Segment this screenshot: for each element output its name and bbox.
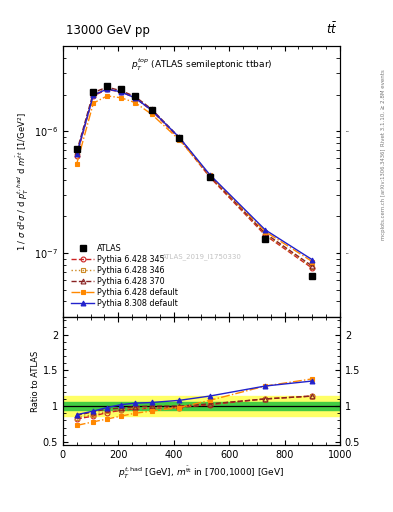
ATLAS: [263, 236, 268, 242]
Pythia 6.428 370: [263, 230, 268, 237]
Line: Pythia 6.428 370: Pythia 6.428 370: [74, 84, 315, 268]
Pythia 6.428 default: [149, 111, 154, 117]
Pythia 8.308 default: [74, 151, 79, 157]
Pythia 8.308 default: [208, 172, 212, 178]
Pythia 8.308 default: [177, 134, 182, 140]
Pythia 6.428 345: [149, 108, 154, 114]
Line: Pythia 8.308 default: Pythia 8.308 default: [74, 87, 315, 262]
Pythia 6.428 345: [177, 136, 182, 142]
Text: t$\bar{t}$: t$\bar{t}$: [325, 21, 337, 37]
Pythia 6.428 346: [208, 174, 212, 180]
Pythia 6.428 345: [119, 89, 123, 95]
Text: $p_T^{top}$ (ATLAS semileptonic ttbar): $p_T^{top}$ (ATLAS semileptonic ttbar): [130, 57, 272, 73]
Pythia 6.428 345: [74, 153, 79, 159]
Pythia 6.428 default: [74, 161, 79, 167]
Pythia 6.428 default: [310, 259, 314, 265]
Pythia 6.428 346: [149, 106, 154, 113]
Pythia 8.308 default: [310, 257, 314, 263]
ATLAS: [177, 135, 182, 141]
Pythia 6.428 370: [208, 173, 212, 179]
Pythia 6.428 346: [177, 135, 182, 141]
Bar: [63, 396, 340, 416]
Pythia 8.308 default: [91, 92, 96, 98]
Pythia 6.428 370: [310, 263, 314, 269]
Y-axis label: 1 / $\sigma$ d$^2\sigma$ / d $p_T^{t,had}$ d $m^{\bar{t}t}$ [1/GeV$^2$]: 1 / $\sigma$ d$^2\sigma$ / d $p_T^{t,had…: [15, 112, 31, 251]
Pythia 6.428 default: [91, 100, 96, 106]
Y-axis label: Ratio to ATLAS: Ratio to ATLAS: [31, 350, 40, 412]
Pythia 6.428 default: [119, 95, 123, 101]
Pythia 6.428 346: [263, 231, 268, 238]
ATLAS: [119, 87, 123, 93]
Pythia 6.428 370: [132, 93, 137, 99]
Pythia 6.428 default: [105, 93, 110, 99]
Pythia 6.428 default: [132, 99, 137, 105]
Pythia 6.428 345: [263, 232, 268, 238]
Pythia 6.428 370: [74, 148, 79, 155]
Text: mcplots.cern.ch [arXiv:1306.3436]: mcplots.cern.ch [arXiv:1306.3436]: [381, 149, 386, 240]
ATLAS: [132, 93, 137, 99]
Line: Pythia 6.428 345: Pythia 6.428 345: [74, 87, 315, 270]
ATLAS: [208, 174, 212, 180]
Pythia 6.428 370: [177, 134, 182, 140]
Pythia 6.428 345: [310, 265, 314, 271]
Line: ATLAS: ATLAS: [73, 83, 315, 279]
ATLAS: [310, 273, 314, 279]
Pythia 6.428 345: [105, 87, 110, 93]
Pythia 6.428 346: [105, 85, 110, 91]
Bar: [63, 402, 340, 410]
Pythia 8.308 default: [149, 107, 154, 113]
Pythia 6.428 346: [74, 151, 79, 157]
Pythia 8.308 default: [132, 95, 137, 101]
ATLAS: [149, 106, 154, 113]
Text: ATLAS_2019_I1750330: ATLAS_2019_I1750330: [162, 254, 241, 261]
ATLAS: [91, 89, 96, 95]
Pythia 6.428 345: [132, 95, 137, 101]
ATLAS: [74, 145, 79, 152]
Pythia 6.428 default: [208, 172, 212, 178]
Legend: ATLAS, Pythia 6.428 345, Pythia 6.428 346, Pythia 6.428 370, Pythia 6.428 defaul: ATLAS, Pythia 6.428 345, Pythia 6.428 34…: [70, 243, 180, 310]
Text: 13000 GeV pp: 13000 GeV pp: [66, 24, 149, 37]
Text: Rivet 3.1.10, ≥ 2.8M events: Rivet 3.1.10, ≥ 2.8M events: [381, 69, 386, 146]
Pythia 8.308 default: [105, 86, 110, 92]
ATLAS: [105, 83, 110, 89]
Pythia 6.428 346: [132, 94, 137, 100]
Pythia 6.428 370: [149, 106, 154, 112]
Pythia 8.308 default: [119, 89, 123, 95]
Pythia 6.428 345: [208, 174, 212, 180]
Pythia 6.428 346: [119, 89, 123, 95]
X-axis label: $p_T^{t,\mathrm{had}}$ [GeV], $m^{\bar{\mathrm{t}}\mathrm{t}}$ in [700,1000] [Ge: $p_T^{t,\mathrm{had}}$ [GeV], $m^{\bar{\…: [118, 464, 285, 481]
Pythia 6.428 default: [177, 137, 182, 143]
Pythia 6.428 370: [105, 84, 110, 90]
Pythia 6.428 346: [91, 92, 96, 98]
Pythia 6.428 345: [91, 93, 96, 99]
Pythia 8.308 default: [263, 227, 268, 233]
Pythia 6.428 346: [310, 264, 314, 270]
Line: Pythia 6.428 default: Pythia 6.428 default: [74, 94, 315, 264]
Pythia 6.428 default: [263, 228, 268, 234]
Line: Pythia 6.428 346: Pythia 6.428 346: [74, 86, 315, 270]
Pythia 6.428 370: [91, 90, 96, 96]
Pythia 6.428 370: [119, 88, 123, 94]
